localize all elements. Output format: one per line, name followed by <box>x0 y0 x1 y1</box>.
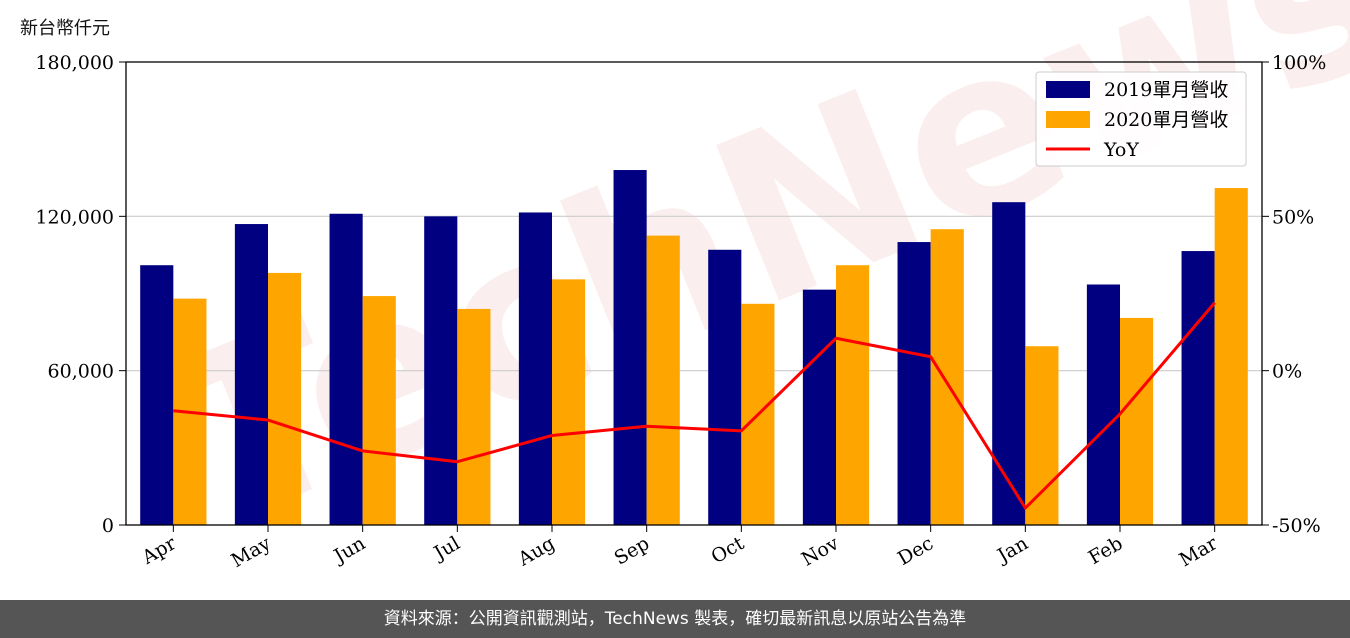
source-footer: 資料來源：公開資訊觀測站，TechNews 製表，確切最新訊息以原站公告為準 <box>0 600 1350 638</box>
bar-2020 <box>1120 317 1154 525</box>
bar-2019 <box>234 224 268 526</box>
x-tick-label: May <box>228 532 275 572</box>
legend-label: YoY <box>1103 139 1139 161</box>
bar-2020 <box>362 296 396 525</box>
bar-2019 <box>613 170 647 526</box>
legend-label: 2020單月營收 <box>1104 109 1228 131</box>
bar-2019 <box>424 216 458 526</box>
bar-line-chart: 0 60,000 120,000 180,000 -50% 0% 50% 100% Apr May… <box>35 52 1326 572</box>
bar-2019 <box>1181 251 1215 525</box>
legend-swatch-2019 <box>1046 81 1090 98</box>
bar-2020 <box>457 308 491 525</box>
y-axis-unit-label: 新台幣仟元 <box>20 18 110 39</box>
y-tick-label: 120,000 <box>35 206 114 228</box>
y-tick-label: 60,000 <box>48 361 114 383</box>
bar-2019 <box>140 265 174 525</box>
bar-2020 <box>836 265 870 525</box>
x-tick-label: Dec <box>894 532 937 570</box>
y2-tick-label: -50% <box>1272 515 1321 537</box>
x-tick-label: Feb <box>1085 532 1127 569</box>
x-tick-label: Jul <box>429 532 464 565</box>
x-tick-label: Apr <box>138 532 181 569</box>
bar-2019 <box>1086 284 1120 525</box>
plot-frame <box>125 61 1263 526</box>
x-tick-label: Nov <box>798 532 843 571</box>
bar-2019 <box>802 289 836 525</box>
y-tick-label: 180,000 <box>35 52 114 74</box>
bar-2020 <box>552 279 586 525</box>
y2-tick-label: 50% <box>1272 206 1314 228</box>
legend-swatch-2020 <box>1046 111 1090 128</box>
bar-2020 <box>930 229 964 525</box>
y2-tick-label: 100% <box>1272 52 1326 74</box>
bar-2020 <box>1025 346 1059 525</box>
x-tick-label: Jun <box>329 532 370 568</box>
x-tick-label: Mar <box>1176 532 1222 571</box>
x-tick-label: Oct <box>708 532 749 568</box>
y-tick-label: 0 <box>102 515 114 537</box>
x-tick-label: Aug <box>514 532 559 571</box>
bar-2020 <box>1214 188 1248 526</box>
bar-2019 <box>992 202 1026 526</box>
yoy-line <box>173 301 1216 510</box>
x-tick-label: Jan <box>992 532 1032 568</box>
bar-2019 <box>708 249 742 525</box>
x-tick-label: Sep <box>611 532 654 569</box>
bar-2019 <box>329 213 363 525</box>
bar-2020 <box>646 235 680 525</box>
legend-label: 2019單月營收 <box>1104 79 1228 101</box>
bar-2019 <box>897 242 931 526</box>
bar-2019 <box>518 212 552 525</box>
bar-2020 <box>268 272 302 525</box>
y2-tick-label: 0% <box>1272 361 1302 383</box>
